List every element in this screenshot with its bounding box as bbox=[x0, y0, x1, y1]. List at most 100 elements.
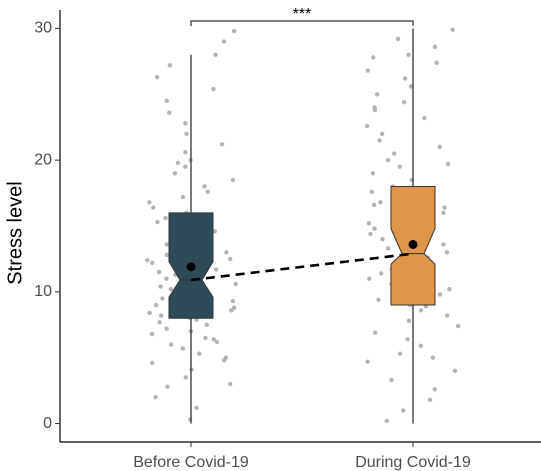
jitter-point bbox=[367, 276, 372, 281]
jitter-point bbox=[159, 313, 164, 318]
jitter-point bbox=[228, 256, 233, 262]
jitter-point bbox=[183, 164, 188, 169]
jitter-point bbox=[156, 269, 162, 275]
jitter-point bbox=[147, 200, 152, 205]
jitter-point bbox=[168, 342, 174, 347]
jitter-point bbox=[378, 200, 383, 205]
jitter-point bbox=[432, 44, 438, 50]
y-tick-label: 0 bbox=[43, 415, 52, 432]
jitter-point bbox=[184, 131, 189, 137]
jitter-point bbox=[230, 177, 236, 183]
jitter-point bbox=[455, 323, 461, 329]
jitter-point bbox=[379, 131, 385, 137]
jitter-point bbox=[452, 368, 458, 374]
jitter-point bbox=[165, 384, 170, 389]
jitter-point bbox=[444, 250, 450, 255]
jitter-point bbox=[370, 171, 376, 176]
jitter-point bbox=[385, 246, 391, 251]
jitter-point bbox=[372, 105, 377, 110]
jitter-point bbox=[365, 68, 370, 73]
jitter-point bbox=[224, 250, 229, 255]
jitter-point bbox=[230, 298, 236, 304]
jitter-point bbox=[154, 74, 160, 80]
jitter-point bbox=[164, 98, 169, 104]
jitter-point bbox=[168, 287, 174, 292]
jitter-point bbox=[221, 358, 227, 363]
jitter-point bbox=[371, 202, 377, 208]
jitter-point bbox=[401, 408, 406, 413]
jitter-point bbox=[372, 226, 377, 231]
jitter-point bbox=[197, 351, 202, 356]
jitter-point bbox=[232, 305, 237, 310]
jitter-point bbox=[203, 335, 208, 341]
jitter-point bbox=[157, 319, 162, 325]
jitter-point bbox=[158, 284, 163, 289]
jitter-point bbox=[180, 194, 186, 200]
jitter-point bbox=[183, 121, 188, 126]
jitter-point bbox=[364, 123, 370, 129]
jitter-point bbox=[374, 92, 380, 97]
jitter-point bbox=[365, 359, 370, 364]
jitter-point bbox=[205, 189, 210, 194]
jitter-point bbox=[164, 242, 169, 247]
jitter-point bbox=[369, 189, 374, 194]
jitter-point bbox=[164, 326, 169, 331]
jitter-point bbox=[392, 151, 397, 156]
jitter-point bbox=[213, 52, 218, 57]
jitter-point bbox=[221, 39, 227, 44]
median-connector bbox=[190, 252, 414, 282]
jitter-point bbox=[441, 242, 446, 247]
jitter-point bbox=[213, 267, 219, 272]
jitter-point bbox=[368, 231, 373, 237]
jitter-point bbox=[231, 28, 237, 34]
jitter-point bbox=[366, 221, 372, 226]
jitter-point bbox=[434, 60, 439, 65]
jitter-point bbox=[379, 271, 384, 276]
jitter-point bbox=[447, 287, 452, 292]
jitter-point bbox=[167, 110, 172, 115]
x-tick-label: Before Covid-19 bbox=[133, 454, 249, 471]
jitter-point bbox=[150, 260, 155, 266]
jitter-point bbox=[214, 339, 220, 345]
jitter-point bbox=[153, 302, 159, 308]
jitter-point bbox=[401, 99, 407, 105]
jitter-point bbox=[229, 308, 234, 313]
jitter-point bbox=[432, 387, 438, 392]
jitter-point bbox=[395, 36, 401, 42]
jitter-point bbox=[384, 418, 389, 424]
mean-point bbox=[408, 239, 418, 249]
jitter-point bbox=[145, 258, 150, 263]
jitter-point bbox=[164, 276, 169, 281]
y-tick-label: 10 bbox=[34, 283, 52, 300]
jitter-point bbox=[441, 210, 446, 216]
jitter-point bbox=[405, 337, 410, 342]
jitter-point bbox=[211, 337, 216, 342]
jitter-point bbox=[211, 86, 216, 92]
jitter-point bbox=[385, 157, 391, 163]
jitter-point bbox=[430, 355, 436, 360]
jitter-point bbox=[445, 161, 451, 167]
jitter-point bbox=[183, 375, 188, 380]
jitter-point bbox=[147, 310, 152, 316]
jitter-point bbox=[187, 417, 193, 422]
y-tick-label: 30 bbox=[34, 20, 52, 37]
jitter-point bbox=[153, 395, 158, 400]
jitter-point bbox=[397, 351, 403, 356]
jitter-point bbox=[437, 292, 443, 297]
jitter-point bbox=[163, 215, 168, 221]
jitter-point bbox=[175, 160, 181, 165]
jitter-point bbox=[418, 308, 424, 313]
jitter-point bbox=[172, 171, 178, 176]
jitter-point bbox=[406, 52, 411, 57]
mean-point bbox=[186, 262, 196, 272]
significance-label: *** bbox=[293, 6, 312, 23]
y-tick-label: 20 bbox=[34, 151, 52, 168]
jitter-point bbox=[219, 142, 225, 147]
jitter-point bbox=[150, 360, 155, 366]
jitter-point bbox=[445, 313, 450, 318]
jitter-point bbox=[427, 397, 433, 403]
jitter-point bbox=[408, 84, 414, 89]
jitter-point bbox=[377, 138, 382, 143]
jitter-point bbox=[228, 381, 233, 387]
